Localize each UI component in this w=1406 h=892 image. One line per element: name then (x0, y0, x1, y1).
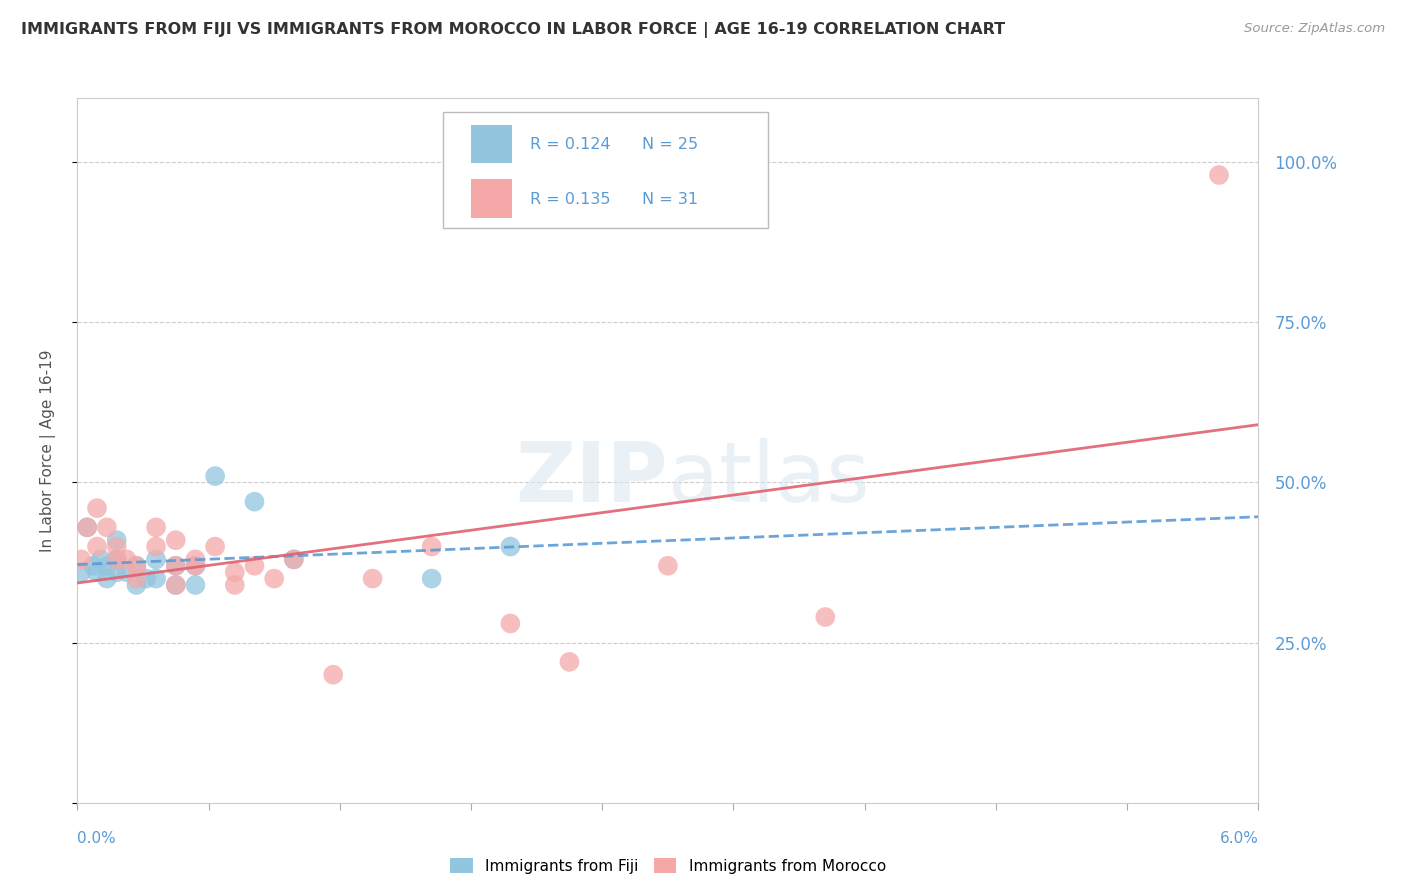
Point (165, 558, 187, 573)
Point (86, 565, 108, 579)
Point (165, 533, 187, 548)
Text: R = 0.135: R = 0.135 (530, 192, 610, 207)
Point (70, 565, 93, 579)
Point (125, 558, 148, 573)
Point (361, 572, 384, 586)
Point (657, 558, 679, 573)
Point (105, 565, 128, 579)
Point (70, 552, 93, 566)
Point (322, 667, 344, 681)
Point (499, 540, 522, 554)
Point (82, 558, 104, 573)
Point (135, 572, 157, 586)
Point (90, 552, 112, 566)
Point (263, 572, 285, 586)
Text: atlas: atlas (668, 438, 869, 519)
Point (86, 501, 108, 516)
Legend: Immigrants from Fiji, Immigrants from Morocco: Immigrants from Fiji, Immigrants from Mo… (444, 852, 891, 880)
Point (105, 552, 128, 566)
Point (184, 578, 207, 592)
Point (96, 572, 118, 586)
Point (165, 558, 187, 573)
Point (115, 565, 138, 579)
Text: Source: ZipAtlas.com: Source: ZipAtlas.com (1244, 22, 1385, 36)
Point (814, 610, 837, 624)
Point (76, 520, 98, 534)
Point (165, 578, 187, 592)
Point (105, 533, 128, 548)
Point (145, 572, 167, 586)
Point (204, 540, 226, 554)
Point (76, 520, 98, 534)
Point (204, 469, 226, 483)
Point (243, 558, 266, 573)
Point (283, 552, 305, 566)
FancyBboxPatch shape (471, 125, 512, 163)
Text: N = 31: N = 31 (643, 192, 697, 207)
Point (145, 540, 167, 554)
Point (105, 540, 128, 554)
Point (165, 578, 187, 592)
FancyBboxPatch shape (443, 112, 768, 228)
Point (125, 558, 148, 573)
Point (184, 558, 207, 573)
Point (145, 520, 167, 534)
Point (145, 552, 167, 566)
Point (499, 616, 522, 631)
Y-axis label: In Labor Force | Age 16-19: In Labor Force | Age 16-19 (41, 349, 56, 552)
Point (96, 558, 118, 573)
Text: IMMIGRANTS FROM FIJI VS IMMIGRANTS FROM MOROCCO IN LABOR FORCE | AGE 16-19 CORRE: IMMIGRANTS FROM FIJI VS IMMIGRANTS FROM … (21, 22, 1005, 38)
Point (184, 552, 207, 566)
Point (420, 572, 443, 586)
Point (420, 540, 443, 554)
Point (1208, 168, 1230, 182)
Point (115, 552, 138, 566)
Point (86, 540, 108, 554)
Point (224, 565, 246, 579)
Point (224, 578, 246, 592)
Point (105, 552, 128, 566)
Point (125, 572, 148, 586)
Point (283, 552, 305, 566)
Text: 0.0%: 0.0% (77, 831, 117, 846)
FancyBboxPatch shape (471, 179, 512, 218)
Point (558, 655, 581, 669)
Text: ZIP: ZIP (516, 438, 668, 519)
Text: R = 0.124: R = 0.124 (530, 137, 610, 153)
Text: 6.0%: 6.0% (1219, 831, 1258, 846)
Point (96, 520, 118, 534)
Point (243, 494, 266, 508)
Point (125, 578, 148, 592)
Text: N = 25: N = 25 (643, 137, 697, 153)
Point (184, 558, 207, 573)
